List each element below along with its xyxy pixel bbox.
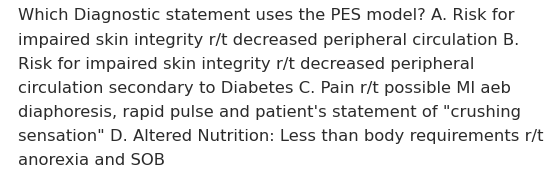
Text: Which Diagnostic statement uses the PES model? A. Risk for: Which Diagnostic statement uses the PES … [18, 8, 514, 24]
Text: circulation secondary to Diabetes C. Pain r/t possible MI aeb: circulation secondary to Diabetes C. Pai… [18, 81, 511, 96]
Text: anorexia and SOB: anorexia and SOB [18, 153, 165, 168]
Text: sensation" D. Altered Nutrition: Less than body requirements r/t: sensation" D. Altered Nutrition: Less th… [18, 129, 543, 144]
Text: Risk for impaired skin integrity r/t decreased peripheral: Risk for impaired skin integrity r/t dec… [18, 57, 474, 72]
Text: impaired skin integrity r/t decreased peripheral circulation B.: impaired skin integrity r/t decreased pe… [18, 33, 519, 48]
Text: diaphoresis, rapid pulse and patient's statement of "crushing: diaphoresis, rapid pulse and patient's s… [18, 105, 521, 120]
